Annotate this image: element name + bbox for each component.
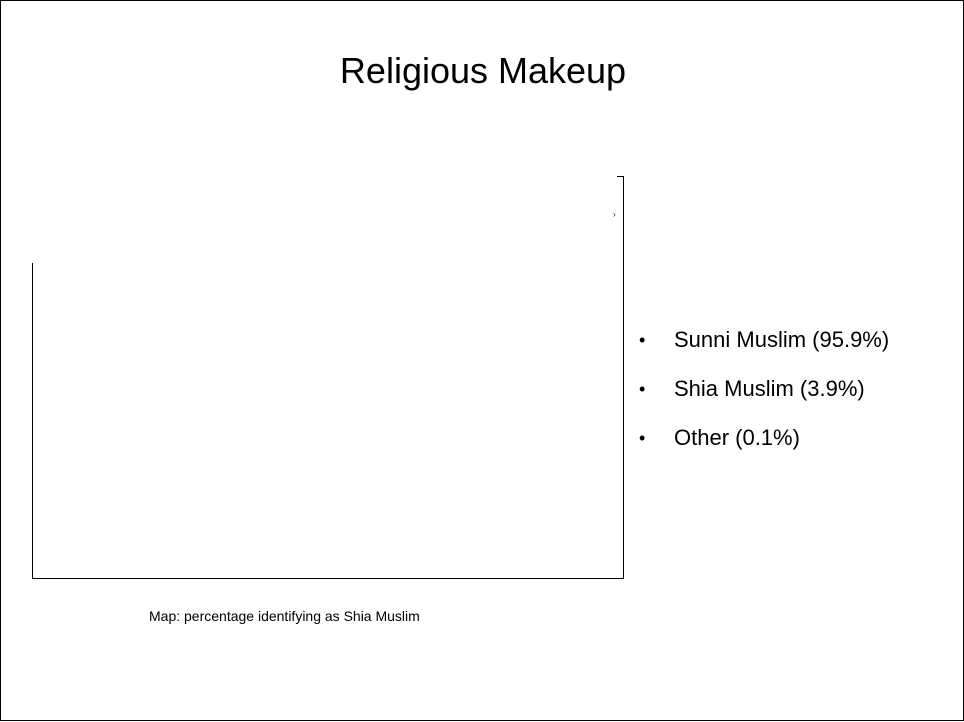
bullet-label: Other (0.1%) [674,425,800,450]
bullet-item-shia: • Shia Muslim (3.9%) [637,374,889,423]
map-artifact-mark: › [613,210,616,219]
bullet-item-sunni: • Sunni Muslim (95.9%) [637,325,889,374]
bullet-item-other: • Other (0.1%) [637,423,889,472]
map-caption: Map: percentage identifying as Shia Musl… [149,608,420,624]
map-top-tick [617,176,624,177]
map-bottom-border [32,578,624,579]
bullet-label: Shia Muslim (3.9%) [674,376,865,401]
bullet-label: Sunni Muslim (95.9%) [674,327,890,352]
religion-bullet-list: • Sunni Muslim (95.9%) • Shia Muslim (3.… [637,325,889,472]
slide-title: Religious Makeup [339,50,627,91]
bullet-icon: • [639,379,646,399]
bullet-icon: • [639,330,646,350]
bullet-icon: • [639,428,646,448]
map-right-border [623,176,624,579]
map-left-border [32,263,33,579]
